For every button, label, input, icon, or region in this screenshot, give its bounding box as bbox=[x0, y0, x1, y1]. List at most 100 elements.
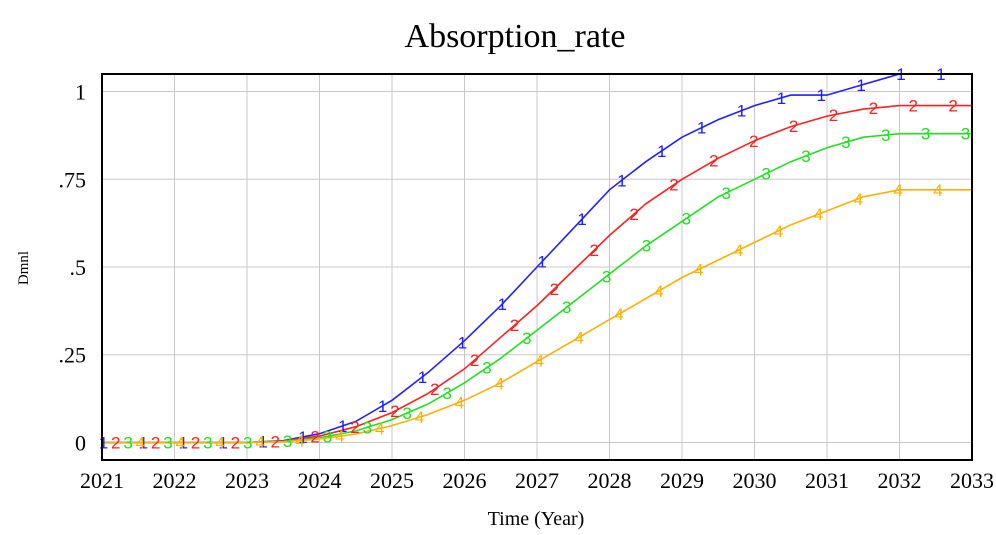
series-marker-4: 4 bbox=[574, 328, 583, 347]
x-tick-label: 2021 bbox=[80, 468, 124, 493]
x-tick-label: 2022 bbox=[153, 468, 197, 493]
series-layer bbox=[102, 73, 972, 444]
series-marker-2: 2 bbox=[869, 99, 878, 118]
x-tick-label: 2028 bbox=[588, 468, 632, 493]
series-marker-4: 4 bbox=[176, 433, 185, 452]
x-tick-label: 2031 bbox=[805, 468, 849, 493]
series-marker-1: 1 bbox=[737, 102, 746, 121]
series-marker-2: 2 bbox=[829, 106, 838, 125]
series-marker-4: 4 bbox=[455, 393, 464, 412]
series-marker-1: 1 bbox=[258, 433, 267, 452]
series-marker-4: 4 bbox=[694, 260, 703, 279]
series-marker-2: 2 bbox=[310, 428, 319, 447]
series-marker-2: 2 bbox=[590, 241, 599, 260]
x-tick-label: 2033 bbox=[950, 468, 994, 493]
series-marker-3: 3 bbox=[522, 329, 531, 348]
series-marker-3: 3 bbox=[243, 433, 252, 452]
series-marker-2: 2 bbox=[271, 432, 280, 451]
series-marker-4: 4 bbox=[814, 205, 823, 224]
series-marker-1: 1 bbox=[777, 89, 786, 108]
series-marker-4: 4 bbox=[255, 433, 264, 452]
y-axis-label: Dmnl bbox=[16, 251, 32, 285]
series-marker-2: 2 bbox=[789, 117, 798, 136]
series-marker-4: 4 bbox=[534, 351, 543, 370]
series-marker-2: 2 bbox=[948, 97, 957, 116]
y-tick-label: .75 bbox=[59, 167, 87, 192]
series-marker-3: 3 bbox=[921, 125, 930, 144]
series-marker-3: 3 bbox=[602, 267, 611, 286]
series-marker-2: 2 bbox=[231, 433, 240, 452]
series-marker-4: 4 bbox=[375, 419, 384, 438]
series-marker-3: 3 bbox=[761, 165, 770, 184]
series-marker-2: 2 bbox=[909, 97, 918, 116]
series-marker-4: 4 bbox=[853, 190, 862, 209]
series-marker-2: 2 bbox=[629, 205, 638, 224]
series-marker-4: 4 bbox=[495, 375, 504, 394]
series-marker-1: 1 bbox=[497, 295, 506, 314]
series-marker-2: 2 bbox=[749, 132, 758, 151]
series-marker-3: 3 bbox=[323, 427, 332, 446]
series-marker-1: 1 bbox=[458, 334, 467, 353]
series-marker-2: 2 bbox=[550, 280, 559, 299]
x-tick-labels: 2021 2022 2023 2024 2025 2026 2027 2028 2029 2030… bbox=[80, 468, 994, 493]
series-marker-1: 1 bbox=[657, 142, 666, 161]
series-marker-3: 3 bbox=[482, 359, 491, 378]
series-marker-2: 2 bbox=[111, 433, 120, 452]
series-marker-4: 4 bbox=[933, 181, 942, 200]
series-marker-3: 3 bbox=[562, 298, 571, 317]
series-marker-1: 1 bbox=[617, 171, 626, 190]
x-tick-label: 2026 bbox=[443, 468, 487, 493]
series-marker-1: 1 bbox=[178, 433, 187, 452]
series-marker-3: 3 bbox=[402, 404, 411, 423]
series-marker-4: 4 bbox=[734, 241, 743, 260]
series-marker-3: 3 bbox=[123, 433, 132, 452]
series-marker-1: 1 bbox=[378, 397, 387, 416]
series-marker-3: 3 bbox=[363, 418, 372, 437]
series-marker-4: 4 bbox=[335, 427, 344, 446]
y-tick-label: .25 bbox=[59, 343, 87, 368]
series-marker-3: 3 bbox=[642, 236, 651, 255]
series-marker-3: 3 bbox=[841, 133, 850, 152]
series-marker-1: 1 bbox=[816, 86, 825, 105]
series-marker-2: 2 bbox=[390, 402, 399, 421]
series-marker-3: 3 bbox=[881, 126, 890, 145]
series-marker-3: 3 bbox=[801, 147, 810, 166]
series-marker-2: 2 bbox=[470, 351, 479, 370]
series-marker-4: 4 bbox=[415, 408, 424, 427]
series-marker-4: 4 bbox=[893, 181, 902, 200]
chart-title: Absorption_rate bbox=[405, 18, 626, 55]
x-tick-label: 2023 bbox=[225, 468, 269, 493]
series-marker-4: 4 bbox=[215, 433, 224, 452]
series-line-4 bbox=[102, 189, 972, 444]
series-marker-1: 1 bbox=[697, 119, 706, 138]
series-marker-1: 1 bbox=[577, 210, 586, 229]
series-marker-1: 1 bbox=[298, 428, 307, 447]
x-tick-label: 2030 bbox=[733, 468, 777, 493]
series-marker-4: 4 bbox=[614, 305, 623, 324]
series-marker-3: 3 bbox=[283, 432, 292, 451]
series-marker-3: 3 bbox=[203, 433, 212, 452]
series-marker-3: 3 bbox=[721, 184, 730, 203]
series-marker-1: 1 bbox=[99, 433, 108, 452]
series-marker-1: 1 bbox=[338, 417, 347, 436]
y-tick-label: .5 bbox=[70, 255, 87, 280]
series-marker-4: 4 bbox=[774, 222, 783, 241]
series-marker-4: 4 bbox=[654, 282, 663, 301]
series-marker-2: 2 bbox=[350, 418, 359, 437]
series-marker-1: 1 bbox=[139, 433, 148, 452]
x-axis-label: Time (Year) bbox=[488, 508, 585, 530]
series-marker-4: 4 bbox=[295, 431, 304, 450]
x-tick-label: 2024 bbox=[298, 468, 342, 493]
x-tick-label: 2025 bbox=[370, 468, 414, 493]
x-tick-label: 2029 bbox=[660, 468, 704, 493]
series-marker-2: 2 bbox=[510, 316, 519, 335]
series-marker-1: 1 bbox=[856, 76, 865, 95]
series-marker-3: 3 bbox=[682, 209, 691, 228]
x-tick-label: 2027 bbox=[515, 468, 559, 493]
y-tick-label: 1 bbox=[75, 80, 86, 105]
series-marker-1: 1 bbox=[418, 368, 427, 387]
series-marker-3: 3 bbox=[961, 125, 970, 144]
series-marker-2: 2 bbox=[430, 380, 439, 399]
